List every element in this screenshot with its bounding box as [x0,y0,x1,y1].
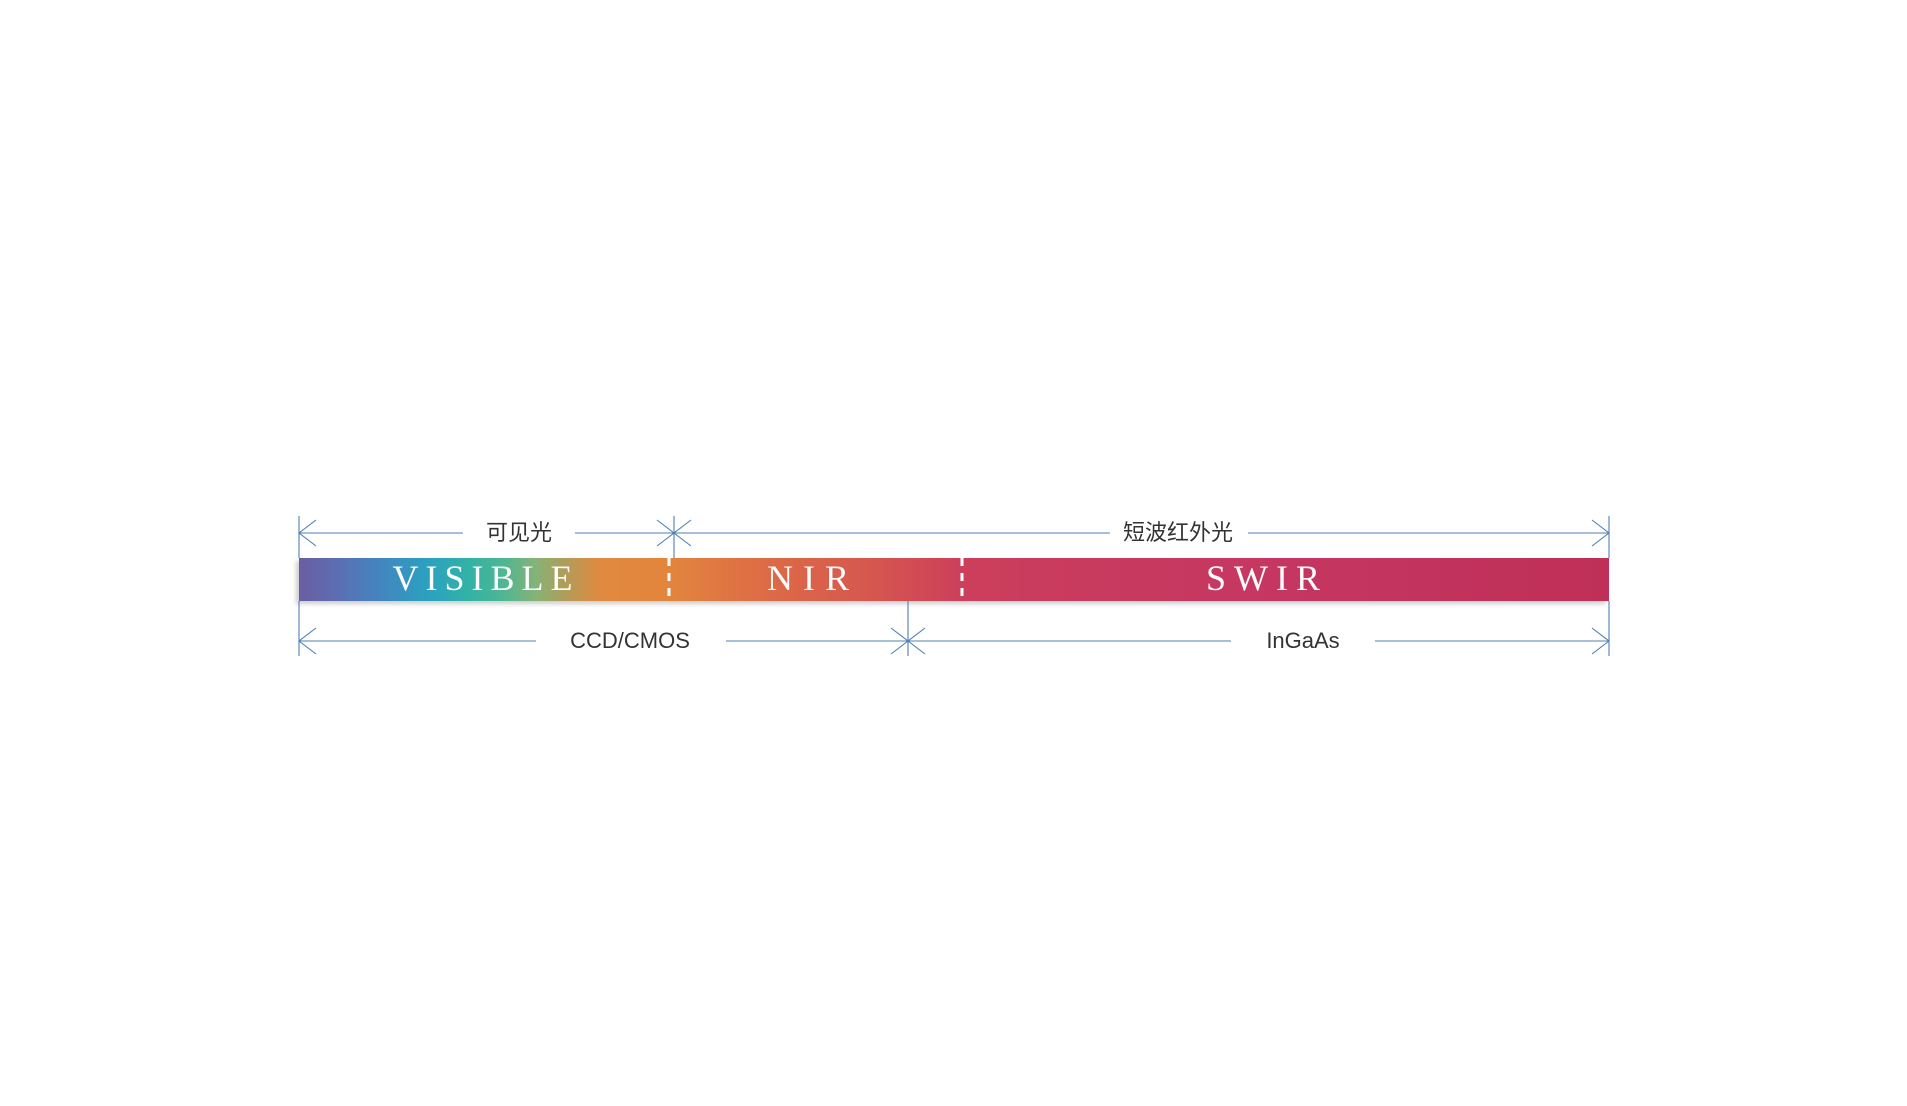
svg-text:短波红外光: 短波红外光 [1123,520,1233,545]
svg-text:可见光: 可见光 [486,520,552,545]
svg-text:SWIR: SWIR [1206,558,1328,598]
svg-text:VISIBLE: VISIBLE [393,558,580,598]
svg-text:InGaAs: InGaAs [1266,628,1339,653]
svg-text:CCD/CMOS: CCD/CMOS [570,628,690,653]
svg-text:NIR: NIR [767,558,859,598]
